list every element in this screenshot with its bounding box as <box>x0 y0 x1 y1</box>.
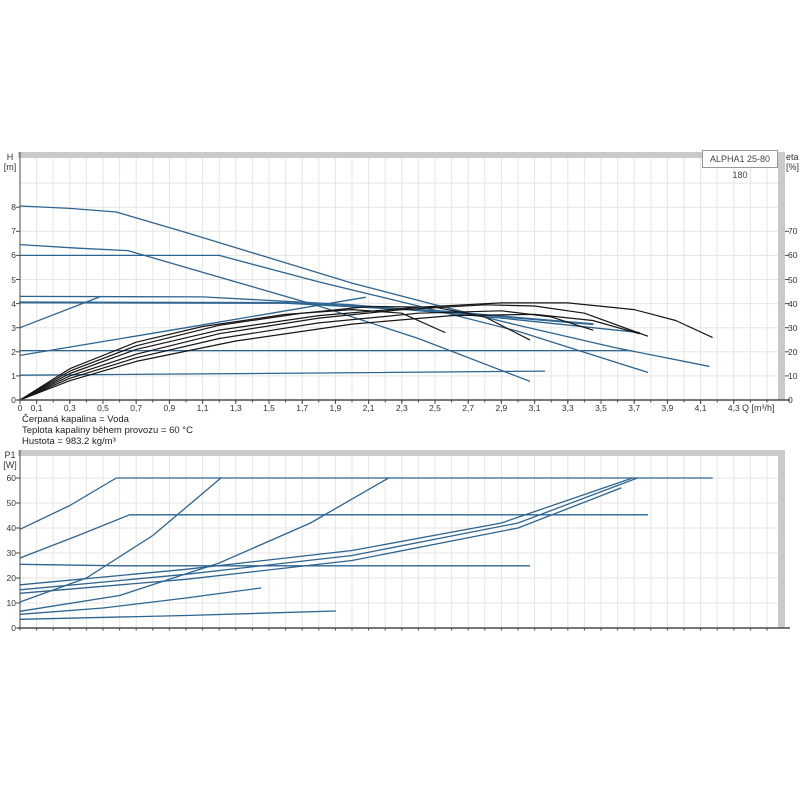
q-tick-label: 1,9 <box>329 403 342 413</box>
eta-tick-label: 20 <box>788 346 798 357</box>
y-tick-label: 8 <box>11 202 16 213</box>
q-tick-label: 0,3 <box>63 403 76 413</box>
y-tick-label: 10 <box>6 598 16 608</box>
q-tick-label: 2,9 <box>495 403 508 413</box>
eta-tick-label: 50 <box>788 274 798 285</box>
y-tick-label: 2 <box>11 346 16 357</box>
q-tick-label: 3,9 <box>661 403 674 413</box>
q-axis-unit: Q [m³/h] <box>742 403 775 413</box>
eta-tick-label: 10 <box>788 370 798 381</box>
eta-tick-label: 60 <box>788 250 798 261</box>
h-axis-unit: [m] <box>3 162 17 172</box>
pump-model-badge: ALPHA1 25-80 180 <box>702 150 778 180</box>
info-liquid-temperature: Teplota kapaliny během provozu = 60 °C <box>22 425 193 436</box>
q-tick-label: 3,3 <box>561 403 574 413</box>
info-pumped-liquid: Čerpaná kapalina = Voda <box>22 414 129 425</box>
q-tick-label: 4,3 <box>727 403 740 413</box>
y-tick-label: 20 <box>6 573 16 583</box>
q-tick-label: 3,5 <box>595 403 607 413</box>
liquid-info-block: Čerpaná kapalina = Voda Teplota kapaliny… <box>22 414 193 447</box>
info-density: Hustota = 983.2 kg/m³ <box>22 436 116 447</box>
q-tick-label: 1,7 <box>296 403 309 413</box>
y-tick-label: 3 <box>11 322 16 333</box>
q-tick-label: 1,5 <box>263 403 275 413</box>
y-tick-label: 40 <box>6 523 16 533</box>
q-tick-label: 0,5 <box>97 403 109 413</box>
y-tick-label: 1 <box>11 370 16 381</box>
q-tick-label: 2,3 <box>395 403 408 413</box>
y-tick-label: 5 <box>11 274 16 285</box>
y-tick-label: 0 <box>11 395 16 405</box>
q-tick-label: 2,5 <box>429 403 441 413</box>
y-tick-label: 50 <box>6 498 16 508</box>
eta-tick-label: 30 <box>788 322 798 333</box>
eta-axis-unit: [%] <box>786 162 800 172</box>
h-axis-name: H <box>6 152 14 162</box>
eta-tick-label: 70 <box>788 226 798 237</box>
q-tick-label: 2,1 <box>362 403 375 413</box>
q-tick-label: 1,3 <box>229 403 242 413</box>
p1-axis-name: P1 <box>4 450 16 460</box>
y-tick-label: 30 <box>6 548 16 558</box>
y-tick-label: 6 <box>11 250 16 261</box>
y-tick-label: 0 <box>11 623 16 633</box>
q-tick-label: 4,1 <box>694 403 707 413</box>
y-tick-label: 4 <box>11 298 16 309</box>
q-tick-label: 0,9 <box>163 403 176 413</box>
eta-tick-label: 40 <box>788 298 798 309</box>
q-tick-label: 1,1 <box>196 403 209 413</box>
q-tick-label: 0,1 <box>30 403 43 413</box>
p1-axis-unit: [W] <box>3 460 17 470</box>
q-tick-label: 3,7 <box>628 403 641 413</box>
eta-tick-label: 0 <box>788 395 793 405</box>
y-tick-label: 60 <box>6 473 16 483</box>
q-tick-label: 2,7 <box>462 403 475 413</box>
eta-axis-name: eta <box>786 152 799 162</box>
q-tick-label: 3,1 <box>528 403 541 413</box>
q-tick-label: 0,7 <box>130 403 143 413</box>
q-tick-label: 0 <box>17 403 23 413</box>
y-tick-label: 7 <box>11 226 16 237</box>
